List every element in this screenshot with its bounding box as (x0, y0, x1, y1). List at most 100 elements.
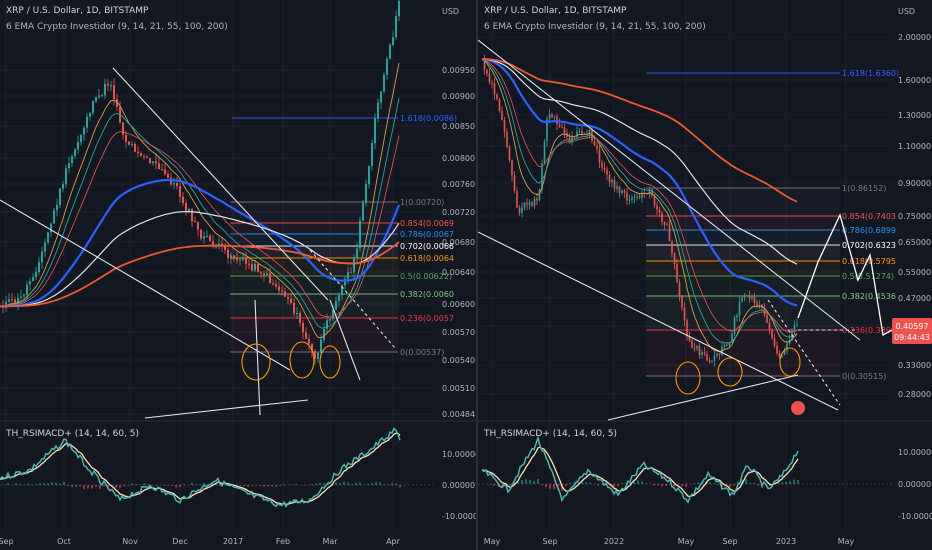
candle-body (601, 162, 603, 168)
candle-body (576, 131, 578, 137)
candle-body (648, 189, 651, 194)
fib-zone-fill (646, 188, 840, 216)
candle-body (305, 332, 307, 339)
candle-body (209, 235, 211, 242)
candle-body (688, 336, 691, 341)
candle-body (661, 213, 663, 222)
oscillator-histogram-bar (31, 484, 33, 485)
candle-body (332, 309, 334, 320)
oscillator-histogram-bar (211, 483, 213, 485)
candle-body (678, 282, 681, 297)
fib-zone-fill (646, 245, 840, 261)
candle-body (287, 296, 289, 299)
candle-body (359, 220, 361, 249)
x-axis-tick-label: Oct (57, 537, 71, 546)
y-axis-tick-label: 0.00950 (442, 66, 475, 75)
candle-body (593, 140, 596, 146)
right-chart-svg[interactable]: 2.00000 1.60000 1.30000 1.10000 0.90000 0.750… (478, 0, 932, 550)
last-price-tag (892, 318, 932, 344)
oscillator-histogram-bar (359, 482, 361, 485)
right-chart-panel[interactable]: 2.00000 1.60000 1.30000 1.10000 0.90000 0.750… (478, 0, 932, 550)
oscillator-histogram-bar (529, 479, 531, 484)
left-chart-svg[interactable]: 0.00950 0.00900 0.00850 0.00800 0.00760 0.007… (0, 0, 476, 550)
candle-body (179, 186, 181, 197)
oscillator-histogram-bar (383, 484, 385, 485)
candle-body (633, 196, 636, 198)
oscillator-histogram-bar (219, 485, 221, 486)
candle-body (496, 94, 498, 100)
candle-body (746, 295, 748, 297)
projection-path (797, 213, 893, 337)
fib-zone-fill (230, 294, 398, 318)
x-axis-tick-label: May (838, 537, 855, 546)
candle-body (706, 353, 708, 361)
fib-zone-fill (646, 276, 840, 296)
candle-body (155, 161, 157, 164)
candle-body (17, 297, 19, 304)
candle-body (693, 347, 696, 349)
candle-body (47, 232, 49, 243)
candle-body (80, 134, 82, 143)
candle-body (598, 149, 601, 163)
candle-body (728, 342, 731, 346)
oscillator-histogram-bar (617, 484, 619, 487)
candle-body (656, 205, 658, 210)
oscillator-histogram-bar (51, 482, 53, 485)
ema-200-line (481, 58, 798, 203)
oscillator-histogram-bar (517, 481, 519, 484)
y-axis-tick-label: 0.65000 (898, 238, 931, 247)
oscillator-histogram-bar (717, 484, 719, 485)
oscillator-histogram-bar (19, 484, 21, 485)
flag-icon (791, 401, 805, 415)
candle-body (263, 273, 265, 276)
candle-body (698, 345, 701, 355)
y-axis-tick-label: 0.00640 (442, 268, 475, 277)
oscillator-histogram-bar (7, 483, 9, 485)
fib-level-label: 0.618(0.5795 (842, 257, 896, 266)
candle-body (731, 333, 733, 343)
y-axis-tick-label: 0.00510 (442, 384, 475, 393)
candle-body (581, 130, 583, 135)
candle-body (53, 210, 55, 224)
oscillator-histogram-bar (569, 483, 571, 484)
oscillator-histogram-bar (721, 484, 723, 488)
candle-body (365, 184, 367, 203)
oscillator-histogram-bar (581, 481, 583, 484)
oscillator-histogram-bar (247, 485, 249, 487)
candle-body (239, 259, 241, 261)
candle-body (32, 277, 34, 282)
candle-body (62, 184, 64, 189)
candle-body (50, 223, 52, 233)
candle-body (618, 186, 621, 193)
candle-body (200, 229, 202, 239)
left-chart-panel[interactable]: 0.00950 0.00900 0.00850 0.00800 0.00760 0.007… (0, 0, 476, 550)
candle-body (350, 272, 352, 274)
candle-body (641, 192, 643, 198)
oscillator-histogram-bar (757, 484, 759, 486)
ema-21-line (481, 58, 798, 333)
candle-body (493, 83, 496, 95)
candle-body (563, 127, 566, 134)
chart-title: XRP / U.S. Dollar, 1D, BITSTAMP (484, 6, 627, 16)
y-axis-tick-label: 0.00850 (442, 122, 475, 131)
candle-body (98, 95, 100, 98)
candle-body (8, 299, 10, 302)
oscillator-histogram-bar (379, 482, 381, 485)
oscillator-histogram-bar (199, 484, 201, 485)
candle-body (272, 283, 274, 285)
candle-body (134, 144, 136, 152)
trendline (144, 399, 309, 419)
fib-level-label: 1(0.86152) (842, 184, 886, 193)
candle-body (533, 198, 536, 206)
candle-body (638, 196, 641, 198)
oscillator-histogram-bar (91, 485, 93, 489)
oscillator-histogram-bar (339, 483, 341, 485)
x-axis-tick-label: May (678, 537, 695, 546)
indicator-label: 6 EMA Crypto Investidor (9, 14, 21, 55, … (6, 22, 228, 32)
oscillator-signal-line (481, 446, 799, 498)
oscillator-histogram-bar (267, 485, 269, 487)
candle-body (197, 222, 199, 230)
candle-body (743, 295, 746, 298)
candle-body (125, 134, 127, 142)
oscillator-histogram-bar (315, 483, 317, 485)
